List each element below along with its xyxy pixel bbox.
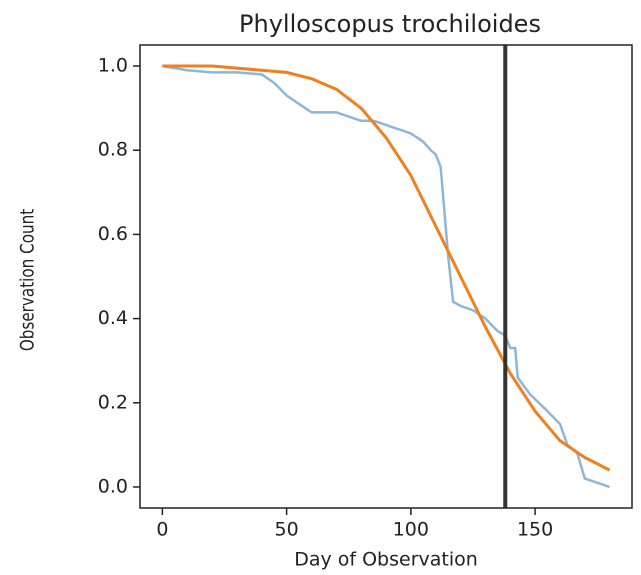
- y-tick-label: 0.8: [98, 139, 128, 161]
- y-tick-label: 0.2: [98, 391, 128, 413]
- series-line: [162, 64, 611, 489]
- y-tick-label: 0.6: [98, 223, 128, 245]
- x-axis-label: Day of Observation: [294, 549, 478, 571]
- axes-frame: [139, 44, 633, 509]
- chart-title: Phylloscopus trochiloides: [239, 10, 541, 38]
- x-tick-label: 150: [517, 519, 553, 541]
- series-line: [162, 64, 611, 472]
- y-tick-label: 0.0: [98, 475, 128, 497]
- x-tick-label: 0: [156, 519, 168, 541]
- x-tick-label: 50: [275, 519, 299, 541]
- y-tick-label: 1.0: [98, 55, 128, 77]
- y-tick-label: 0.4: [98, 307, 128, 329]
- x-tick-label: 100: [393, 519, 429, 541]
- y-axis-label: Observation Count: [17, 209, 39, 352]
